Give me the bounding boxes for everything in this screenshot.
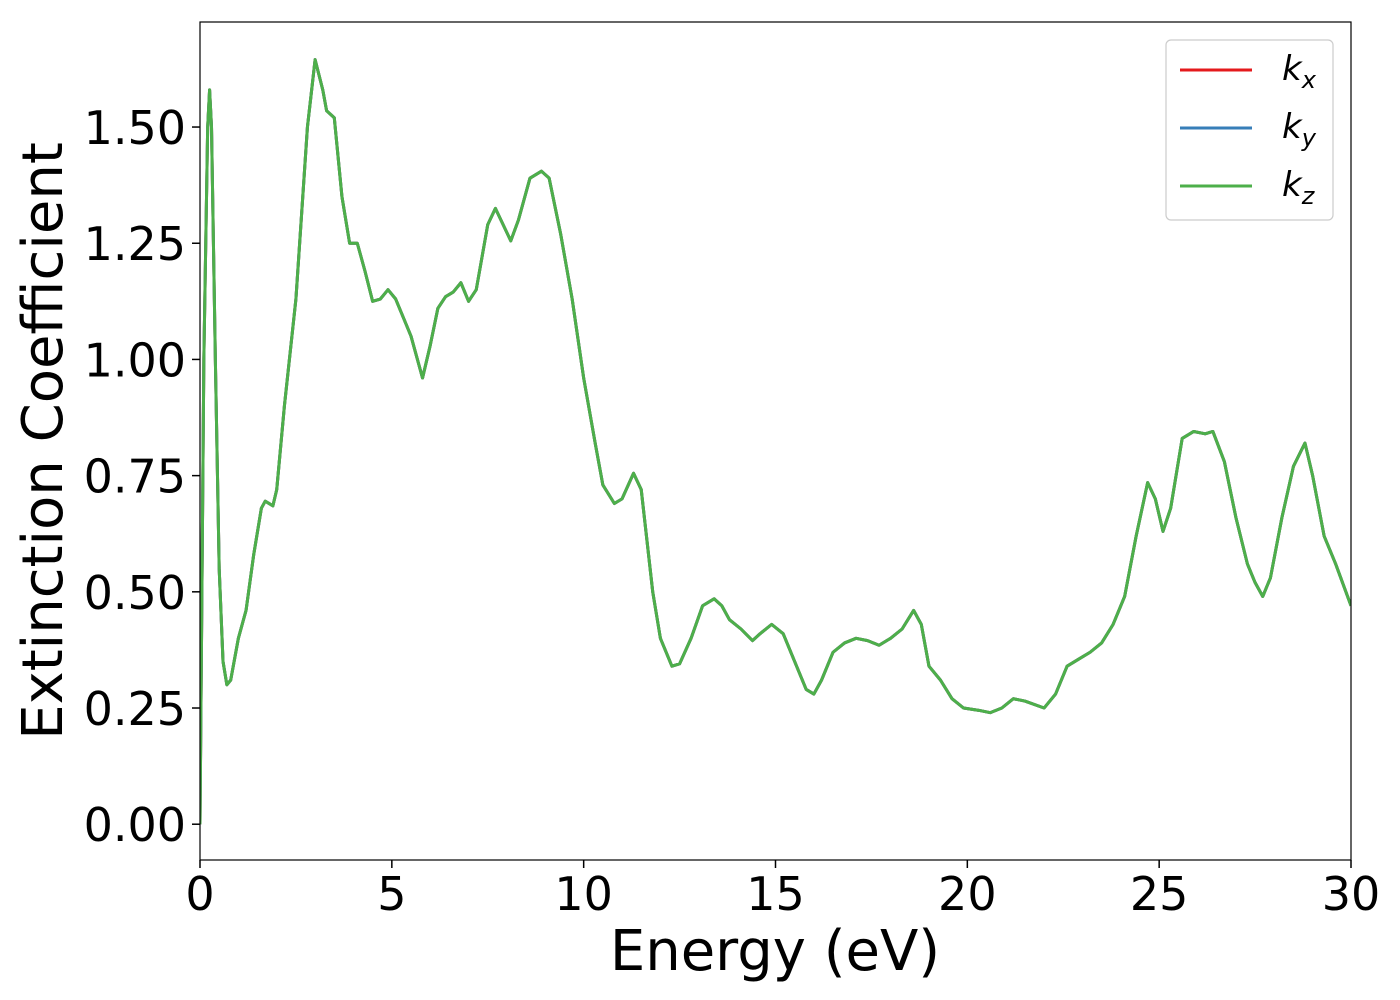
y-tick-label: 1.25	[84, 217, 186, 271]
legend-label: kz	[1282, 165, 1316, 210]
legend-label: kx	[1282, 49, 1317, 94]
y-axis-label: Extinction Coefficient	[11, 142, 76, 740]
x-tick-label: 10	[554, 867, 613, 921]
x-tick-label: 15	[746, 867, 805, 921]
x-axis-label: Energy (eV)	[610, 919, 940, 984]
plot-frame	[199, 21, 1352, 861]
x-tick-label: 0	[185, 867, 214, 921]
series-line	[200, 58, 1351, 825]
y-tick-label: 1.00	[84, 333, 186, 387]
x-tick-label: 30	[1322, 867, 1381, 921]
y-tick-label: 0.50	[84, 566, 186, 620]
x-tick-label: 25	[1130, 867, 1189, 921]
legend-label: ky	[1282, 107, 1317, 152]
legend-box	[1165, 39, 1334, 221]
y-tick-label: 0.00	[84, 798, 186, 852]
y-tick-label: 0.75	[84, 450, 186, 504]
y-tick-label: 1.50	[84, 101, 186, 155]
x-tick-label: 5	[377, 867, 406, 921]
x-tick-label: 20	[938, 867, 997, 921]
y-tick-label: 0.25	[84, 682, 186, 736]
